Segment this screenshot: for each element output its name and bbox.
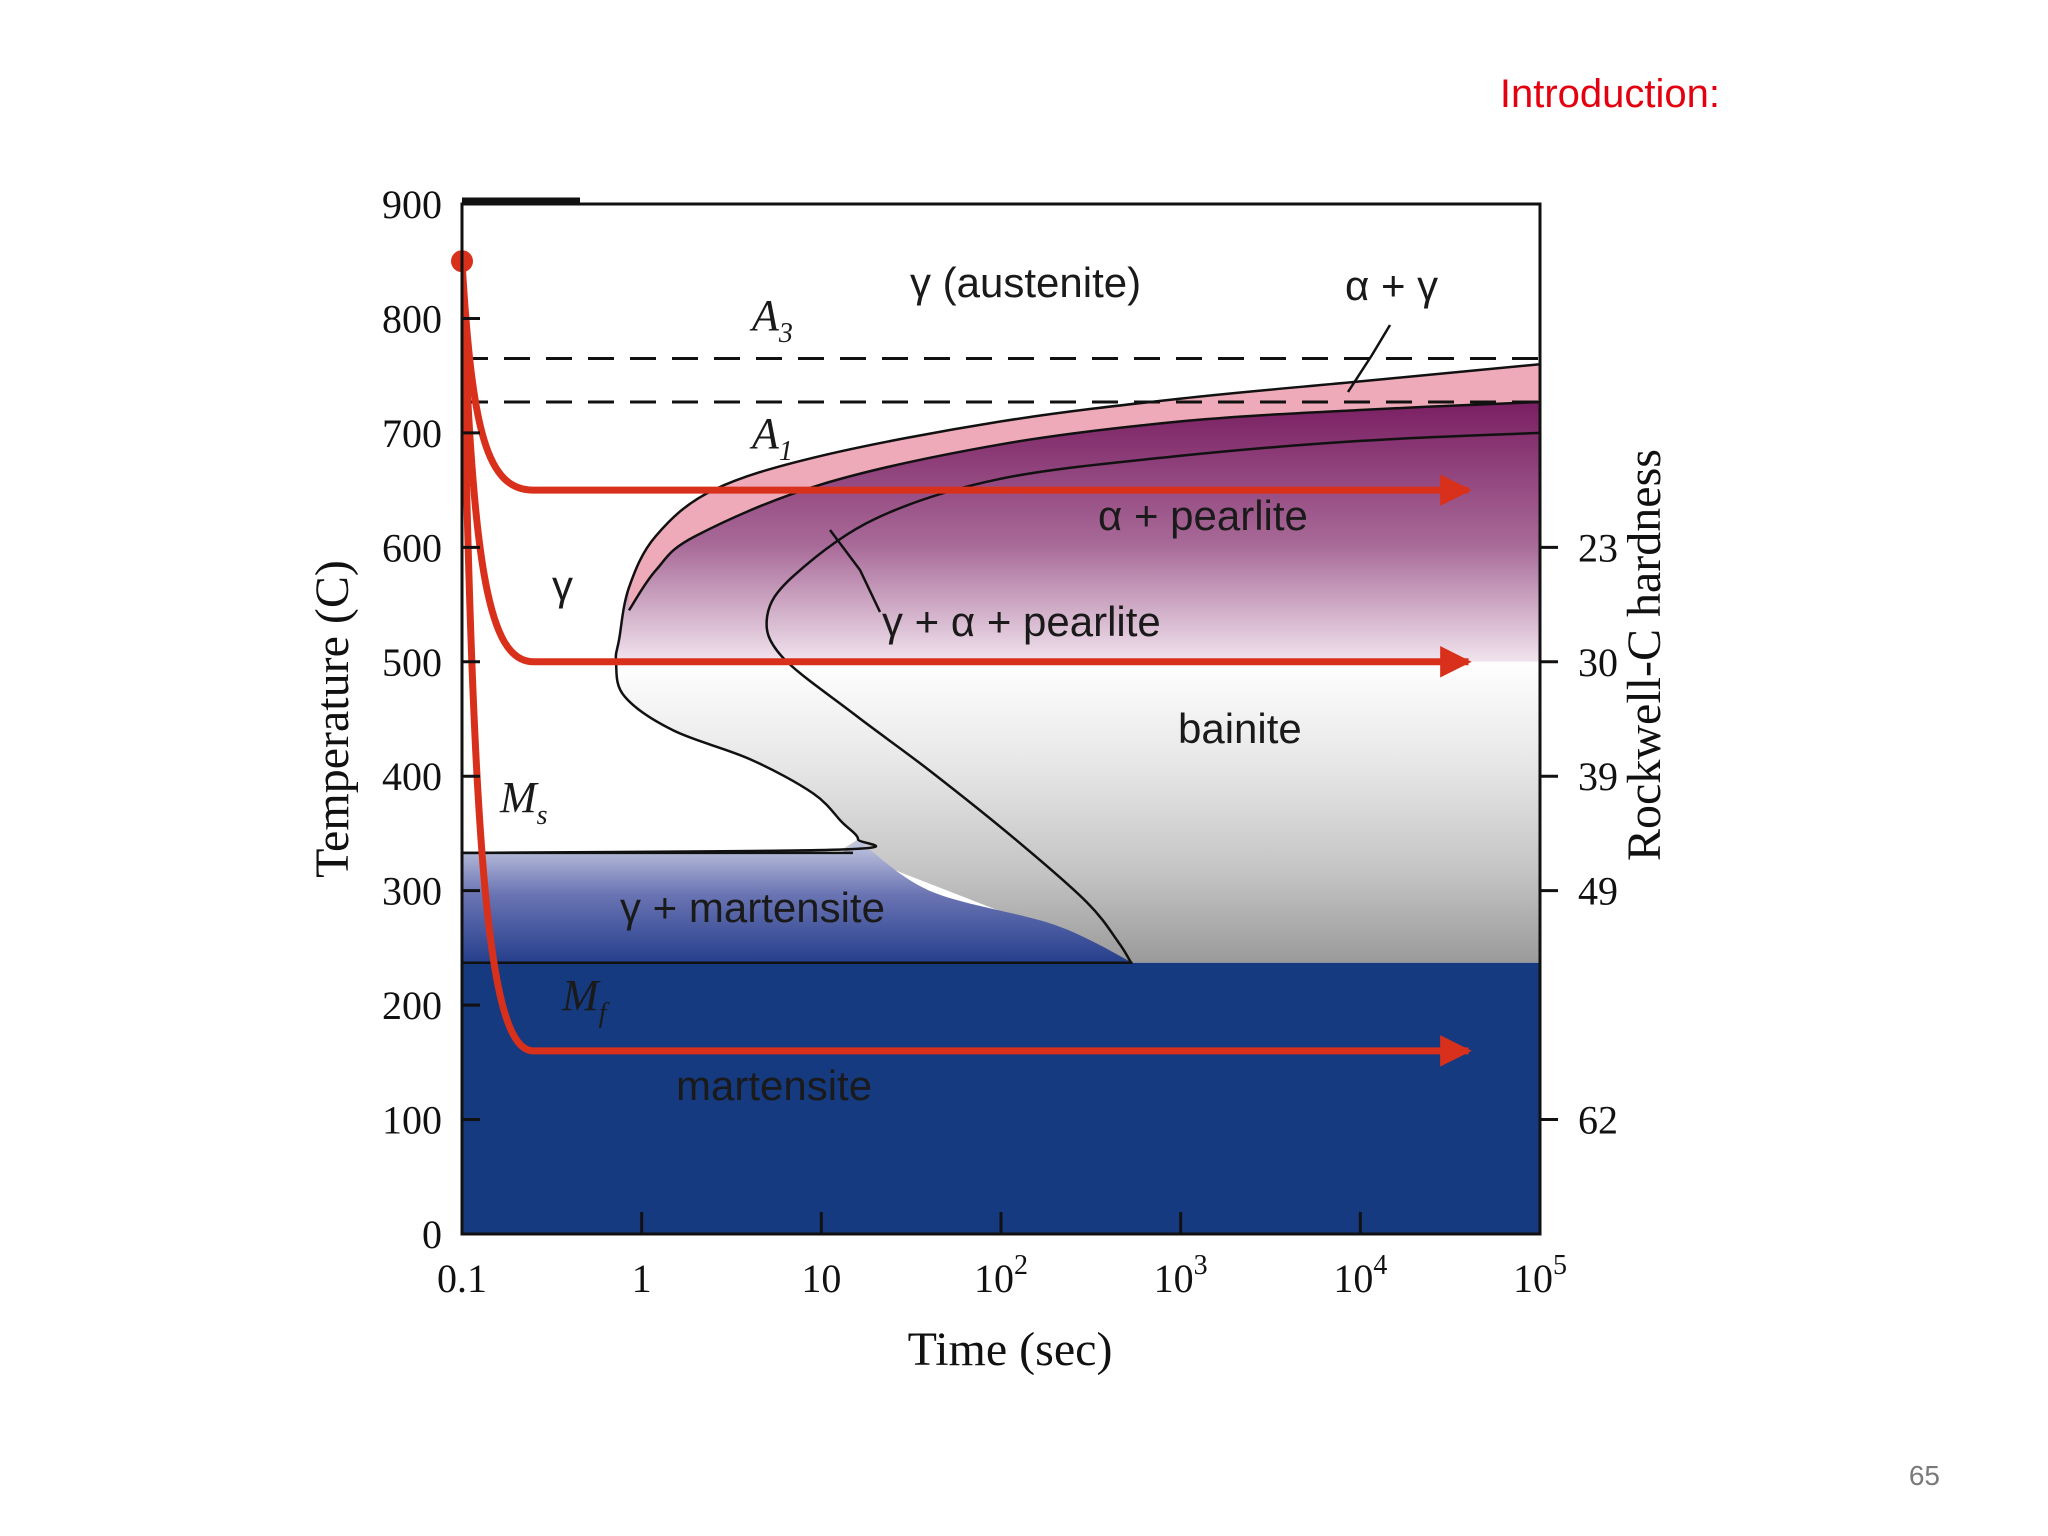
hardness-tick-label: 39 bbox=[1578, 754, 1618, 799]
label-bainite: bainite bbox=[1178, 705, 1302, 752]
page-number: 65 bbox=[1908, 1460, 1940, 1491]
martensite-region bbox=[462, 962, 1540, 1234]
y-tick-label: 300 bbox=[382, 869, 442, 914]
hardness-tick-label: 49 bbox=[1578, 869, 1618, 914]
label-a1: A1 bbox=[749, 409, 793, 467]
cooling-path-160 bbox=[462, 261, 1472, 1067]
hardness-tick-label: 62 bbox=[1578, 1098, 1618, 1143]
label-a3: A3 bbox=[749, 291, 793, 349]
transformation-finish-curve bbox=[765, 431, 1540, 964]
y-tick-label: 900 bbox=[382, 182, 442, 227]
gamma-alpha-pearlite-leader bbox=[829, 529, 882, 613]
label-mf: Mf bbox=[561, 971, 610, 1029]
y-tick-label: 500 bbox=[382, 640, 442, 685]
plot-regions bbox=[462, 204, 1540, 1234]
y-axis-title: Temperature (C) bbox=[306, 560, 359, 878]
x-axis-ticks: 0.1 1 10 102 103 104 105 bbox=[437, 1212, 1567, 1301]
y-tick-label: 400 bbox=[382, 754, 442, 799]
alpha-pearlite-boundary-curve bbox=[627, 400, 1540, 611]
x-tick-label: 0.1 bbox=[437, 1256, 487, 1301]
slide-title: Introduction: bbox=[1499, 72, 1720, 116]
gamma-martensite-region bbox=[462, 839, 1133, 963]
x-tick-label: 103 bbox=[1154, 1250, 1208, 1301]
hardness-tick-label: 23 bbox=[1578, 525, 1618, 570]
label-martensite: martensite bbox=[676, 1062, 872, 1109]
label-alpha-pearlite: α + pearlite bbox=[1098, 492, 1308, 539]
y-tick-label: 0 bbox=[422, 1212, 442, 1257]
label-alpha-gamma: α + γ bbox=[1345, 262, 1438, 309]
y-tick-label: 600 bbox=[382, 525, 442, 570]
x-tick-label: 10 bbox=[801, 1256, 841, 1301]
y-tick-label: 700 bbox=[382, 411, 442, 456]
label-ms: Ms bbox=[499, 773, 548, 831]
label-gamma-left: γ bbox=[552, 562, 573, 609]
label-gamma-martensite: γ + martensite bbox=[620, 884, 885, 931]
hardness-tick-label: 30 bbox=[1578, 640, 1618, 685]
x-tick-label: 105 bbox=[1513, 1250, 1567, 1301]
x-tick-label: 104 bbox=[1333, 1250, 1387, 1301]
label-austenite: γ (austenite) bbox=[910, 259, 1141, 306]
y2-axis-title: Rockwell-C hardness bbox=[1618, 449, 1671, 861]
alpha-pearlite-region bbox=[616, 401, 1540, 662]
alpha-gamma-leader bbox=[1346, 324, 1392, 393]
y-tick-label: 100 bbox=[382, 1098, 442, 1143]
y-axis-ticks: 0 100 200 300 400 500 600 700 800 900 bbox=[382, 182, 480, 1257]
y-tick-label: 800 bbox=[382, 296, 442, 341]
bainite-region bbox=[616, 661, 1540, 963]
y-tick-label: 200 bbox=[382, 983, 442, 1028]
x-tick-label: 102 bbox=[974, 1250, 1028, 1301]
label-gamma-alpha-pearlite: γ + α + pearlite bbox=[882, 598, 1161, 645]
x-tick-label: 1 bbox=[632, 1256, 652, 1301]
hardness-axis-ticks: 23 30 39 49 62 bbox=[1540, 525, 1618, 1143]
x-axis-title: Time (sec) bbox=[908, 1323, 1113, 1376]
